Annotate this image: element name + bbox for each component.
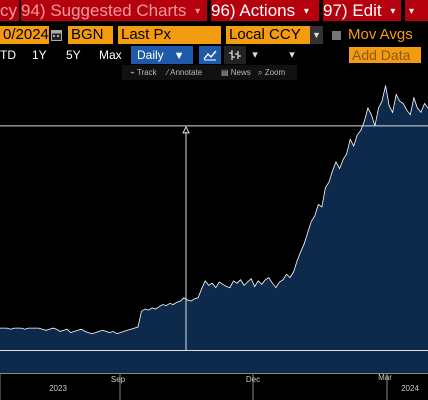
currency-select[interactable]: Local CCY	[226, 26, 310, 44]
track-label: Track	[136, 68, 157, 77]
security-field-row: 0/2024 BGN Last Px Local CCY ▼ Mov Avgs	[0, 23, 428, 46]
chevron-down-icon: ▾	[303, 6, 309, 17]
mov-avgs-label: Mov Avgs	[348, 26, 413, 43]
mov-avgs-checkbox[interactable]	[332, 31, 341, 40]
line-chart-icon[interactable]	[199, 46, 221, 64]
start-date-field[interactable]: 0/2024	[0, 26, 49, 44]
extra-menu[interactable]: ▾	[405, 0, 428, 21]
ohlc-bar-icon[interactable]	[224, 46, 246, 64]
caret-down-icon: ▼	[173, 50, 185, 62]
arrow-up-icon	[182, 125, 190, 134]
period-5y-button[interactable]: 5Y	[66, 48, 81, 62]
price-area-fill	[0, 85, 428, 373]
x-axis: 2023 Sep Dec Mar 2024	[0, 373, 428, 400]
annotate-label: Annotate	[170, 68, 203, 77]
price-chart[interactable]: 2023 Sep Dec Mar 2024	[0, 81, 428, 400]
chevron-down-icon[interactable]: ▼	[310, 26, 323, 44]
x-axis-tick-label: Dec	[246, 375, 260, 384]
news-label: News	[230, 68, 251, 77]
actions-menu[interactable]: 96) Actions ▾	[211, 0, 319, 21]
add-data-field[interactable]: Add Data	[349, 47, 421, 63]
period-max-button[interactable]: Max	[99, 48, 122, 62]
chevron-down-icon: ▾	[390, 6, 396, 17]
suggested-charts-label: Suggested Charts	[50, 1, 187, 20]
pricing-source-field[interactable]: BGN	[68, 26, 113, 44]
actions-number: 96)	[211, 1, 236, 20]
price-line	[0, 85, 428, 335]
period-1y-button[interactable]: 1Y	[32, 48, 47, 62]
price-field-select[interactable]: Last Px	[118, 26, 221, 44]
chevron-down-icon[interactable]: ▾	[286, 46, 298, 64]
actions-label: Actions	[239, 1, 296, 20]
zoom-label: Zoom	[264, 68, 286, 77]
chart-tool-strip: ⌁ Track ⁄ Annotate ▤ News ⌕ Zoom	[122, 65, 297, 80]
edit-menu[interactable]: 97) Edit ▾	[323, 0, 401, 21]
calendar-icon[interactable]	[51, 29, 62, 41]
currency-menu-fragment[interactable]: cy	[0, 0, 19, 21]
menu-bar: cy 94) Suggested Charts ▾ 96) Actions ▾ …	[0, 0, 428, 22]
period-ytd-button[interactable]: TD	[0, 48, 16, 62]
frequency-select[interactable]: Daily ▼	[131, 46, 193, 64]
edit-number: 97)	[323, 1, 348, 20]
annotate-tool[interactable]: ⁄ Annotate	[167, 68, 203, 77]
x-axis-tick-label: Mar	[378, 373, 392, 382]
zoom-tool[interactable]: ⌕ Zoom	[258, 68, 286, 77]
x-axis-tick-label: 2024	[401, 384, 419, 393]
x-axis-tick-label: 2023	[49, 384, 67, 393]
currency-menu-label: cy	[0, 1, 17, 20]
frequency-label: Daily	[137, 48, 164, 62]
chart-area-layer	[0, 85, 428, 373]
edit-label: Edit	[352, 1, 382, 20]
track-tool[interactable]: ⌁ Track	[130, 68, 157, 77]
chevron-down-icon: ▾	[195, 6, 201, 17]
news-tool[interactable]: ▤ News	[221, 68, 251, 77]
chevron-down-icon[interactable]: ▾	[249, 46, 261, 64]
reference-lines	[0, 125, 428, 352]
x-axis-tick-label: Sep	[111, 375, 126, 384]
chevron-down-icon: ▾	[409, 6, 415, 17]
suggested-charts-menu[interactable]: 94) Suggested Charts ▾	[21, 0, 207, 21]
period-row: TD 1Y 5Y Max Daily ▼ ▾ ▾ Add Data	[0, 46, 428, 65]
suggested-charts-number: 94)	[21, 1, 46, 20]
